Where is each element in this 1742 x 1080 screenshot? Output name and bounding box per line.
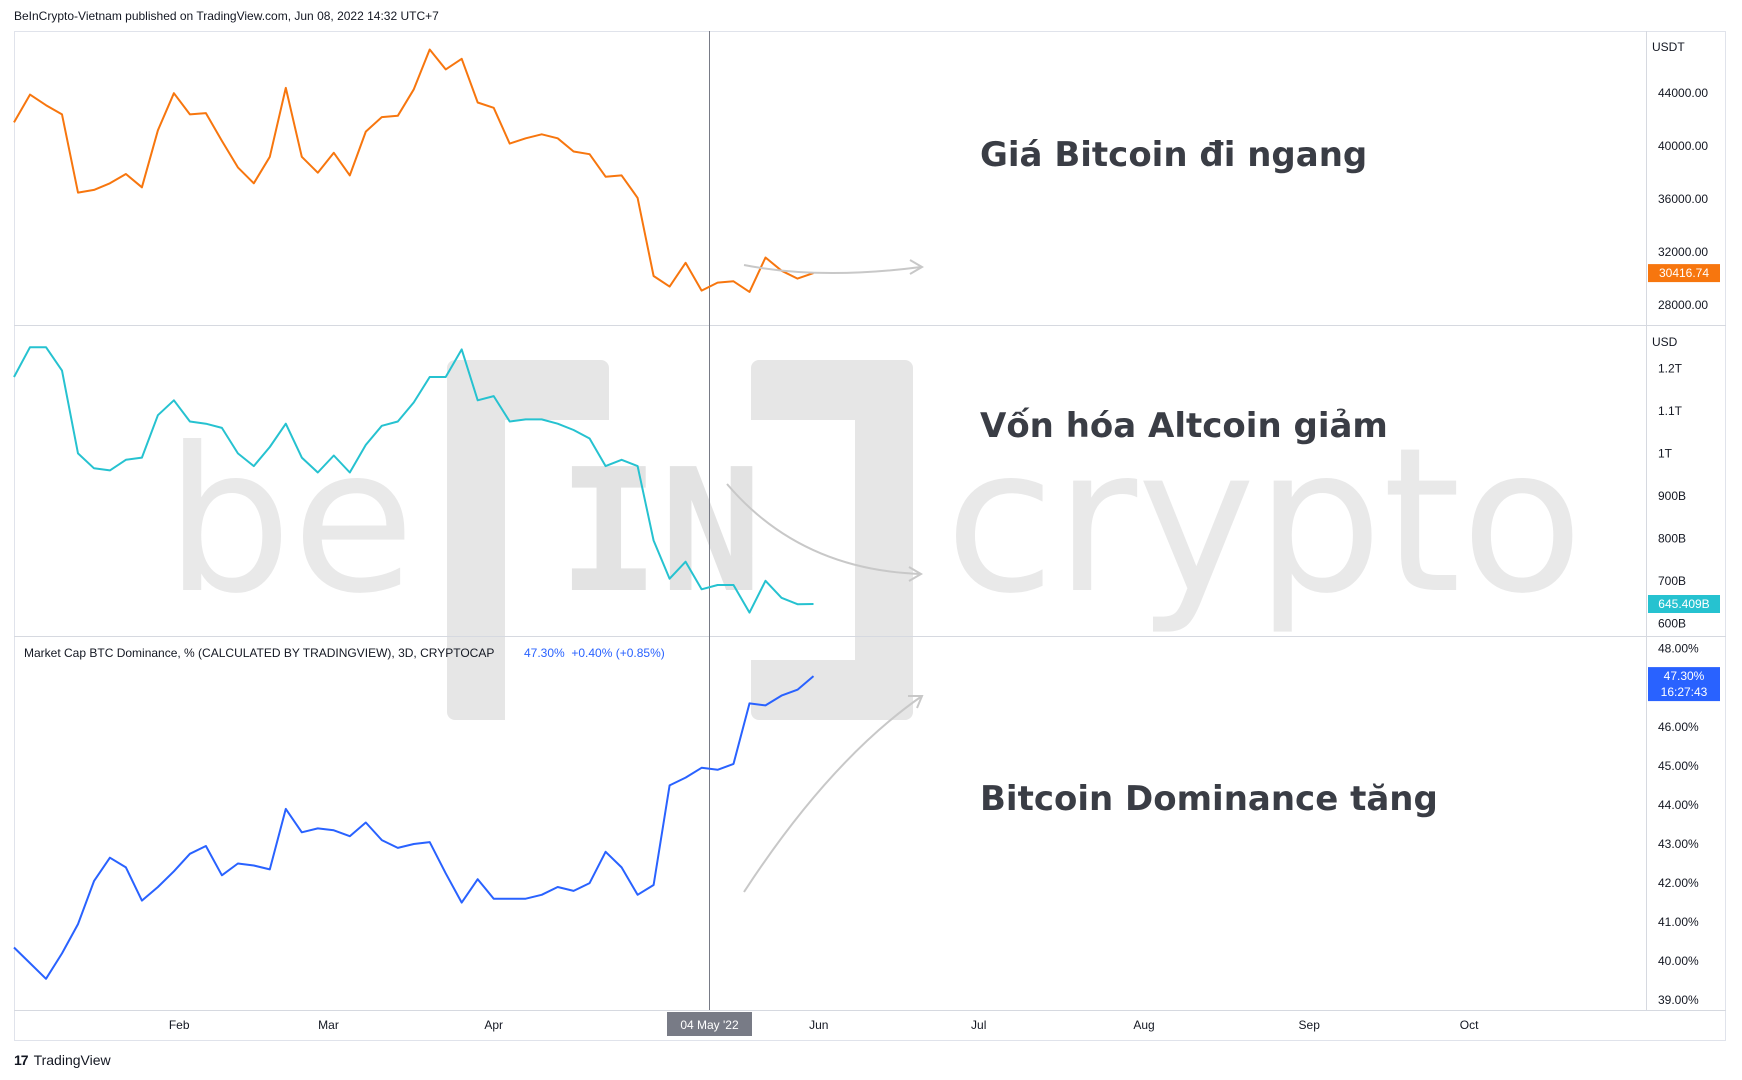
top-pane-unit-label: USDT <box>1652 40 1685 54</box>
sideways-arrow <box>743 264 922 274</box>
watermark-right-bracket-inner <box>745 420 855 660</box>
top-y-tick-label: 44000.00 <box>1658 86 1708 100</box>
up-arrow-head <box>908 695 924 709</box>
top-last-value-badge <box>1648 264 1720 283</box>
x-tick-label: Apr <box>484 1018 503 1032</box>
dominance-legend-values: 47.30% +0.40% (+0.85%) <box>524 646 665 660</box>
middle-y-tick-label: 700B <box>1658 574 1686 588</box>
watermark-text-be: be <box>165 405 415 638</box>
bottom-last-value-badge <box>1648 667 1720 702</box>
dominance-legend-title: Market Cap BTC Dominance, % (CALCULATED … <box>24 646 494 660</box>
trend-arrows <box>726 259 924 893</box>
annotation-btc-price: Giá Bitcoin đi ngang <box>980 135 1367 175</box>
bottom-y-tick-label: 40.00% <box>1658 954 1699 968</box>
bottom-y-tick-label: 39.00% <box>1658 993 1699 1007</box>
bottom-y-tick-label: 44.00% <box>1658 798 1699 812</box>
footer-brand[interactable]: 17 TradingView <box>14 1052 111 1068</box>
middle-y-tick-label: 600B <box>1658 616 1686 630</box>
x-tick-label: Jun <box>809 1018 828 1032</box>
crosshair-time-label-bg <box>667 1012 752 1036</box>
tradingview-logo-icon: 17 <box>14 1052 29 1068</box>
chart-border <box>14 31 1726 1041</box>
top-y-tick-label: 36000.00 <box>1658 192 1708 206</box>
sideways-arrow-head <box>909 259 924 275</box>
top-series-line <box>13 48 814 293</box>
middle-last-value-badge <box>1648 595 1720 613</box>
publisher-line: BeInCrypto-Vietnam published on TradingV… <box>14 9 439 23</box>
watermark-text-in: IN <box>558 433 763 631</box>
bottom-y-tick-label: 41.00% <box>1658 915 1699 929</box>
middle-pane-unit-label: USD <box>1652 335 1678 349</box>
middle-series-line <box>13 346 814 614</box>
beincrypto-watermark: be IN crypto <box>165 360 1583 720</box>
bottom-countdown-label: 16:27:43 <box>1661 685 1708 699</box>
series-layer <box>13 48 815 980</box>
bottom-series-line <box>13 675 815 980</box>
top-y-tick-label: 28000.00 <box>1658 298 1708 312</box>
x-tick-label: Mar <box>318 1018 339 1032</box>
bottom-y-tick-label: 43.00% <box>1658 837 1699 851</box>
crosshair-time-label: 04 May '22 <box>680 1018 739 1032</box>
bottom-last-value-label: 47.30% <box>1664 669 1705 683</box>
x-tick-label: Aug <box>1133 1018 1154 1032</box>
middle-y-tick-label: 1.2T <box>1658 362 1683 376</box>
pane-frames <box>14 31 1726 1041</box>
bottom-y-tick-label: 46.00% <box>1658 720 1699 734</box>
top-y-tick-label: 32000.00 <box>1658 245 1708 259</box>
watermark-text-crypto: crypto <box>945 405 1583 638</box>
middle-y-tick-label: 800B <box>1658 531 1686 545</box>
footer-brand-text: TradingView <box>33 1052 111 1068</box>
bottom-y-tick-label: 48.00% <box>1658 642 1699 656</box>
bottom-y-tick-label: 42.00% <box>1658 876 1699 890</box>
middle-y-tick-label: 1T <box>1658 446 1673 460</box>
bottom-y-tick-label: 45.00% <box>1658 759 1699 773</box>
x-tick-label: Sep <box>1299 1018 1321 1032</box>
watermark-left-bracket-inner <box>505 420 615 720</box>
x-tick-label: Feb <box>169 1018 190 1032</box>
middle-y-tick-label: 900B <box>1658 489 1686 503</box>
top-y-tick-label: 40000.00 <box>1658 139 1708 153</box>
down-arrow-head <box>908 566 923 582</box>
axis-layer: 28000.00 32000.00 36000.00 40000.00 44000.00… <box>169 86 1720 1032</box>
x-tick-label: Oct <box>1460 1018 1479 1032</box>
top-last-value-label: 30416.74 <box>1659 266 1709 280</box>
middle-last-value-label: 645.409B <box>1658 597 1709 611</box>
up-arrow <box>743 695 923 893</box>
annotation-btc-dominance: Bitcoin Dominance tăng <box>980 779 1438 819</box>
x-tick-label: Jul <box>971 1018 986 1032</box>
annotation-altcoin-cap: Vốn hóa Altcoin giảm <box>980 406 1388 446</box>
middle-y-tick-label: 1.1T <box>1658 404 1683 418</box>
down-arrow <box>726 483 922 575</box>
